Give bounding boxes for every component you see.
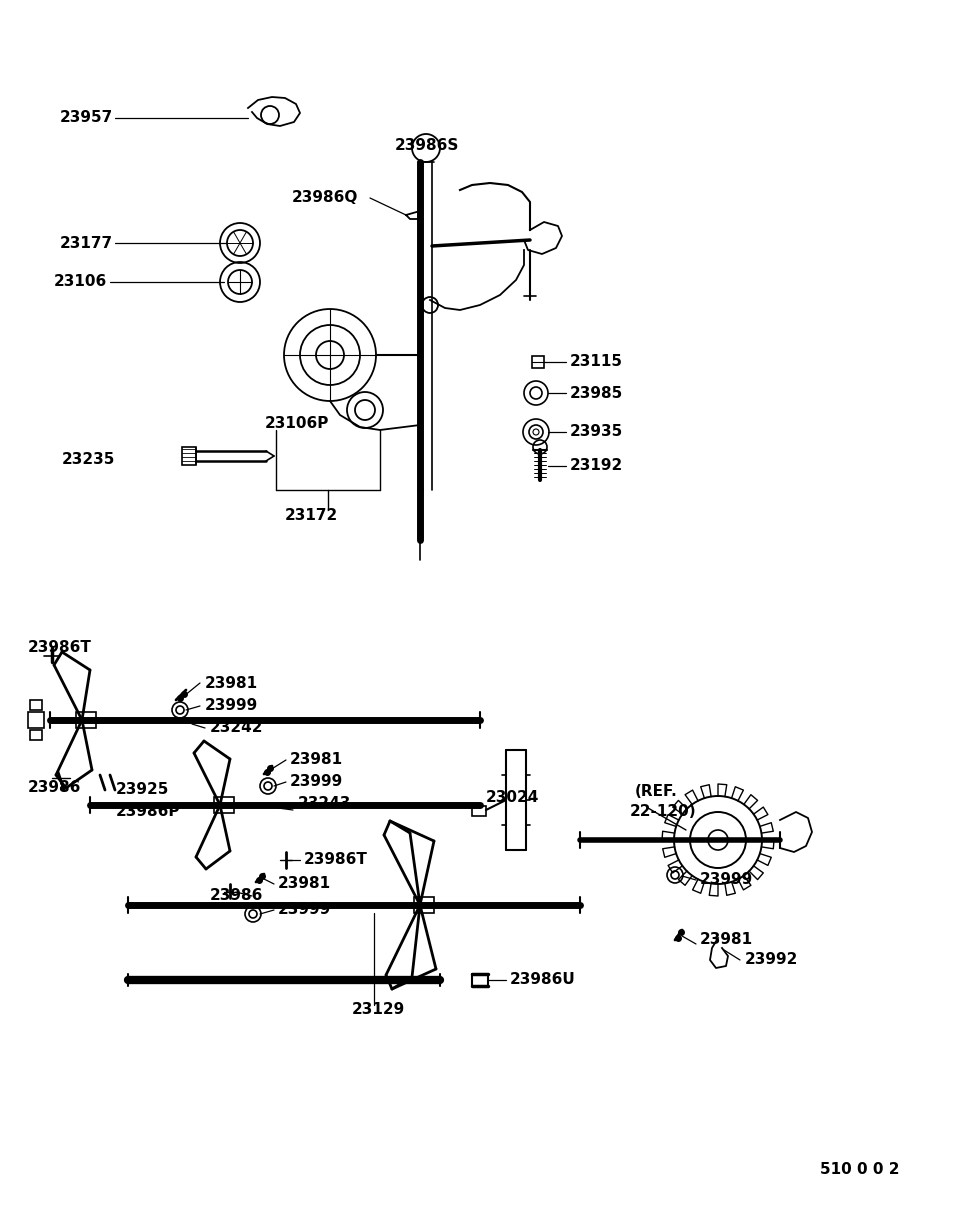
Text: 23986U: 23986U	[510, 973, 576, 987]
FancyBboxPatch shape	[472, 806, 486, 816]
Text: (REF.: (REF.	[635, 784, 678, 800]
Text: 23981: 23981	[205, 675, 258, 691]
Text: 23106P: 23106P	[265, 415, 329, 431]
FancyBboxPatch shape	[28, 711, 44, 728]
Text: 23177: 23177	[60, 236, 113, 250]
Text: 23999: 23999	[290, 774, 344, 789]
Text: 23986Q: 23986Q	[292, 190, 358, 206]
Text: 23115: 23115	[570, 355, 623, 369]
Text: 23935: 23935	[570, 425, 623, 439]
Text: 23986P: 23986P	[116, 805, 180, 819]
Text: 23986S: 23986S	[395, 138, 460, 152]
Text: 23986T: 23986T	[28, 640, 92, 656]
Text: 23957: 23957	[60, 110, 113, 126]
FancyBboxPatch shape	[30, 730, 42, 741]
Text: 23992: 23992	[745, 952, 799, 968]
Circle shape	[412, 134, 440, 162]
Text: 23242: 23242	[210, 720, 263, 736]
Text: 22-120): 22-120)	[630, 805, 697, 819]
Text: 23999: 23999	[278, 903, 331, 917]
Text: 23986T: 23986T	[304, 853, 368, 868]
Text: 23981: 23981	[700, 933, 754, 947]
FancyBboxPatch shape	[30, 701, 42, 710]
FancyBboxPatch shape	[214, 797, 234, 813]
Text: 23172: 23172	[285, 507, 338, 523]
Text: 23981: 23981	[290, 753, 343, 767]
Text: 23106: 23106	[54, 275, 108, 289]
Text: 23129: 23129	[352, 1003, 405, 1018]
Text: 23986: 23986	[210, 888, 263, 904]
Text: 23192: 23192	[570, 459, 623, 473]
Text: 23925: 23925	[116, 783, 169, 797]
Text: 510 0 0 2: 510 0 0 2	[820, 1163, 900, 1177]
Text: 23985: 23985	[570, 386, 623, 401]
FancyBboxPatch shape	[76, 711, 96, 728]
Text: 23235: 23235	[62, 453, 115, 467]
FancyBboxPatch shape	[414, 897, 434, 914]
Text: 23999: 23999	[700, 872, 754, 887]
Text: 23981: 23981	[278, 876, 331, 892]
Text: 23243: 23243	[298, 796, 351, 812]
Text: 23024: 23024	[486, 790, 540, 806]
Text: 23986: 23986	[28, 780, 82, 795]
Text: 23999: 23999	[205, 698, 258, 714]
